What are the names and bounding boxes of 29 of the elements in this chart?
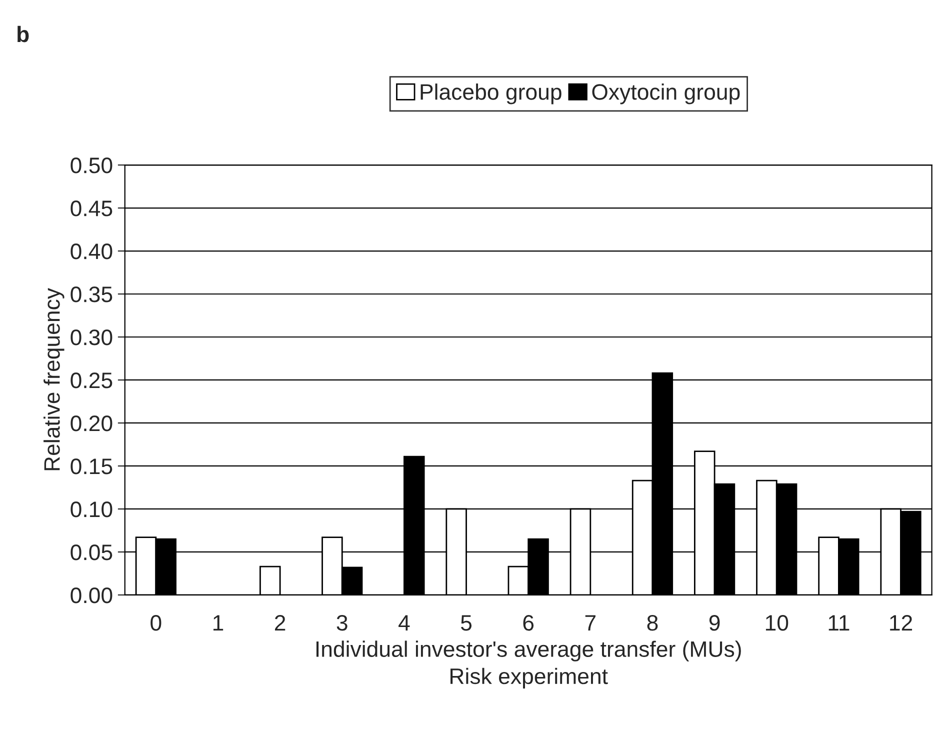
y-tick-label: 0.15 xyxy=(70,458,112,474)
x-tick-label: 8 xyxy=(647,614,658,631)
y-tick-label: 0.25 xyxy=(70,372,112,388)
x-tick-label: 11 xyxy=(828,615,850,631)
x-tick-label: 12 xyxy=(890,614,912,631)
y-tick-label: 0.20 xyxy=(70,416,112,432)
x-axis-title: Individual investor's average transfer (MUs) Risk experiment xyxy=(316,640,741,689)
y-tick-label: 0.50 xyxy=(70,158,112,174)
y-tick-label: 0.45 xyxy=(70,200,112,216)
legend-label: Oxytocin group xyxy=(592,84,740,104)
x-tick-label: 6 xyxy=(523,614,534,631)
x-tick-label: 1 xyxy=(213,615,224,631)
y-tick-label: 0.10 xyxy=(70,502,112,518)
x-tick-label: 4 xyxy=(398,615,410,631)
y-tick-label: 0.30 xyxy=(70,330,112,346)
legend-label: Placebo group xyxy=(420,84,562,104)
x-tick-label: 2 xyxy=(274,614,286,631)
x-tick-label: 7 xyxy=(585,615,596,631)
text: b xyxy=(18,26,29,42)
x-tick-label: 5 xyxy=(460,615,472,631)
x-tick-label: 3 xyxy=(336,614,348,631)
y-tick-label: 0.35 xyxy=(70,286,112,302)
x-tick-label: 10 xyxy=(766,614,788,631)
y-tick-label: 0.00 xyxy=(70,587,112,604)
y-axis-title: Relative frequency xyxy=(44,288,64,470)
x-tick-label: 9 xyxy=(709,614,720,631)
x-tick-label: 0 xyxy=(150,614,162,631)
y-tick-label: 0.40 xyxy=(70,244,112,260)
y-tick-label: 0.05 xyxy=(70,544,112,560)
